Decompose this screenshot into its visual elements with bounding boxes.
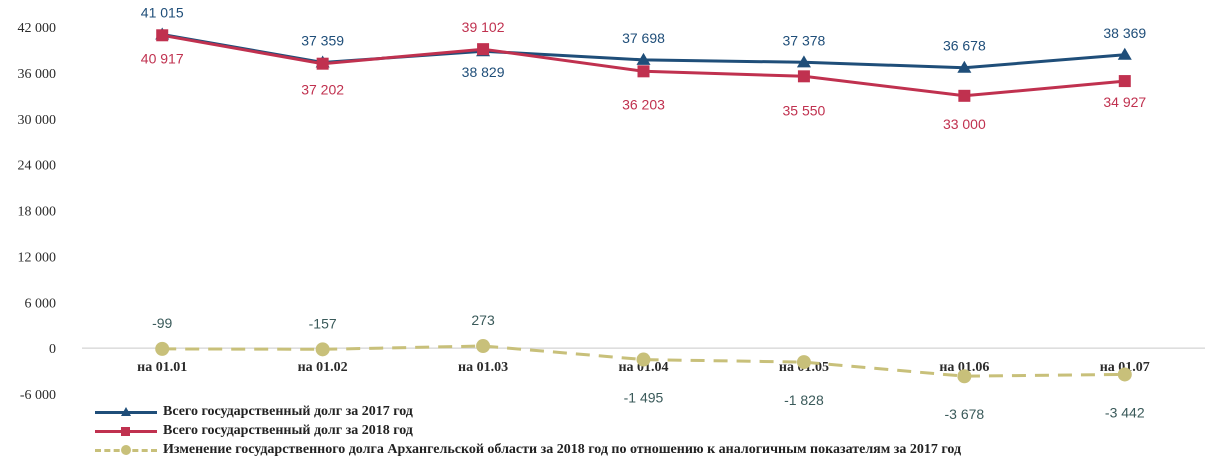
- data-label-2018: 34 927: [1103, 94, 1146, 110]
- point-2018: [477, 43, 490, 56]
- legend-label-2018: Всего государственный долг за 2018 год: [163, 422, 413, 438]
- y-tick-label: 12 000: [18, 250, 57, 265]
- data-label-change: -157: [309, 315, 337, 331]
- data-label-change: -1 828: [784, 392, 824, 408]
- point-change: [636, 352, 651, 367]
- point-2017: [636, 52, 651, 65]
- legend-item-change: Изменение государственного долга Арханге…: [95, 440, 1195, 459]
- point-2017: [957, 60, 972, 73]
- point-change: [1117, 367, 1132, 382]
- y-tick-label: 0: [49, 342, 56, 357]
- y-axis: -6 000 0 6 000 12 000 18 000 24 000 30 000 36 0…: [18, 21, 57, 403]
- data-labels: 41 015 37 359 38 829 37 698 37 378 36 678 38 3…: [141, 5, 1147, 423]
- point-change: [155, 341, 170, 356]
- data-label-2017: 36 678: [943, 38, 986, 54]
- data-label-change: -3 678: [945, 406, 985, 422]
- y-tick-label: -6 000: [20, 388, 56, 403]
- data-label-2018: 36 203: [622, 96, 665, 112]
- data-label-2017: 37 359: [301, 32, 344, 48]
- point-2018: [156, 29, 169, 42]
- point-2018: [316, 57, 329, 70]
- point-2018: [958, 89, 971, 102]
- y-tick-label: 18 000: [18, 205, 57, 220]
- y-tick-label: 30 000: [18, 113, 57, 128]
- y-tick-label: 42 000: [18, 21, 57, 36]
- point-2018: [797, 70, 810, 83]
- x-tick-label: на 01.06: [939, 360, 989, 375]
- point-2018: [1118, 75, 1131, 88]
- data-label-change: -1 495: [624, 390, 664, 406]
- y-tick-label: 36 000: [18, 67, 57, 82]
- point-change: [476, 339, 491, 354]
- data-label-change: 273: [471, 312, 495, 328]
- legend-label-2017: Всего государственный долг за 2017 год: [163, 403, 413, 419]
- data-label-2017: 37 378: [783, 32, 826, 48]
- legend-swatch-2018: [95, 424, 157, 438]
- point-2017: [1117, 47, 1132, 60]
- x-tick-label: на 01.03: [458, 360, 508, 375]
- data-label-change: -3 442: [1105, 404, 1145, 420]
- legend-swatch-2017: [95, 405, 157, 419]
- point-change: [796, 355, 811, 370]
- data-label-2017: 38 829: [462, 64, 505, 80]
- data-label-2018: 37 202: [301, 82, 344, 98]
- y-tick-label: 6 000: [25, 296, 57, 311]
- series-layer: [155, 27, 1132, 384]
- legend: Всего государственный долг за 2017 год В…: [95, 402, 1195, 459]
- y-tick-label: 24 000: [18, 159, 57, 174]
- x-tick-label: на 01.02: [298, 360, 348, 375]
- legend-swatch-change: [95, 443, 157, 457]
- data-label-2018: 33 000: [943, 116, 986, 132]
- data-label-2017: 37 698: [622, 30, 665, 46]
- data-label-2017: 41 015: [141, 5, 184, 21]
- point-change: [315, 342, 330, 357]
- legend-item-2018: Всего государственный долг за 2018 год: [95, 421, 1195, 440]
- data-label-2018: 35 550: [783, 102, 826, 118]
- data-label-2018: 39 102: [462, 19, 505, 35]
- data-label-2018: 40 917: [141, 50, 184, 66]
- data-label-change: -99: [152, 315, 172, 331]
- point-2018: [637, 65, 650, 78]
- legend-item-2017: Всего государственный долг за 2017 год: [95, 402, 1195, 421]
- x-tick-label: на 01.01: [137, 360, 187, 375]
- legend-label-change: Изменение государственного долга Арханге…: [163, 441, 962, 457]
- x-tick-label: на 01.04: [618, 360, 668, 375]
- point-2017: [796, 55, 811, 68]
- point-change: [957, 369, 972, 384]
- data-label-2017: 38 369: [1103, 25, 1146, 41]
